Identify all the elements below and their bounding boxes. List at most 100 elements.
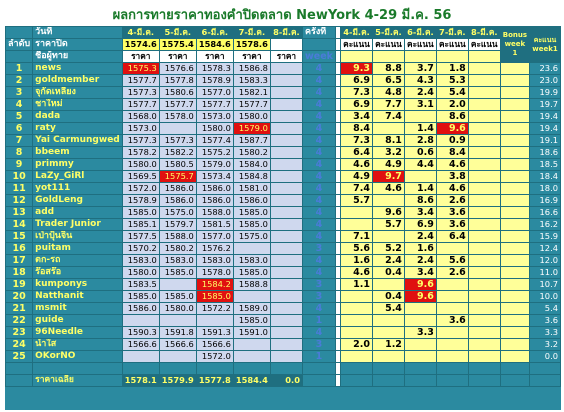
guess-price xyxy=(232,338,271,351)
score-cell: 7.7 xyxy=(371,98,405,111)
score-cell xyxy=(467,98,501,111)
guess-price xyxy=(269,122,303,135)
score-cell xyxy=(340,206,373,219)
row-index: 22 xyxy=(4,314,34,327)
row-index: 17 xyxy=(4,254,34,267)
score-cell: 0.4 xyxy=(371,290,405,303)
table-row: 13 add 1585.0 1575.0 1588.0 1585.0 4 9.6 3.4 3.6 1… xyxy=(4,206,561,219)
score-spacer xyxy=(403,50,437,63)
score-cell: 6.9 xyxy=(340,74,373,87)
score-cell xyxy=(371,278,405,291)
guess-price: 1575.3 xyxy=(121,62,160,75)
row-index: 10 xyxy=(4,170,34,183)
close-price: 1575.4 xyxy=(158,38,197,51)
guess-price: 1580.2 xyxy=(158,242,197,255)
guess-price: 1583.0 xyxy=(195,254,234,267)
table-row: 25 OKorNO 1572.0 1 0.0 xyxy=(4,350,561,363)
table-row: 19 kumponys 1583.5 1584.2 1588.8 3 1.1 9.6 10.7 xyxy=(4,278,561,291)
round-count: 3 xyxy=(301,278,336,291)
score-cell xyxy=(467,254,501,267)
close-price: 1574.6 xyxy=(121,38,160,51)
week-total: 19.1 xyxy=(529,134,561,147)
bonus-cell xyxy=(499,350,531,363)
guess-price: 1585.0 xyxy=(121,290,160,303)
round-count: 4 xyxy=(301,170,336,183)
guess-price: 1577.7 xyxy=(158,98,197,111)
bonus-cell xyxy=(499,290,531,303)
guess-price: 1573.0 xyxy=(121,122,160,135)
guess-price: 1575.0 xyxy=(158,206,197,219)
footer-spacer xyxy=(371,374,405,387)
score-cell: 5.6 xyxy=(435,254,469,267)
round-count: 4 xyxy=(301,254,336,267)
guess-price: 1578.0 xyxy=(158,110,197,123)
bonus-cell xyxy=(499,230,531,243)
guess-price xyxy=(121,350,160,363)
score-cell: 1.4 xyxy=(403,122,437,135)
guess-price: 1577.3 xyxy=(121,86,160,99)
score-cell: 3.7 xyxy=(403,62,437,75)
price-date-header: 5-มี.ค. xyxy=(158,26,197,39)
guess-price xyxy=(269,182,303,195)
spacer-cell xyxy=(121,362,160,375)
guess-price: 1585.1 xyxy=(121,218,160,231)
player-name: ตก-รถ xyxy=(32,254,123,267)
guess-price: 1577.0 xyxy=(195,230,234,243)
guess-price xyxy=(269,110,303,123)
guess-price xyxy=(269,86,303,99)
player-name: add xyxy=(32,206,123,219)
spacer-cell xyxy=(301,362,336,375)
score-cell: 5.4 xyxy=(371,302,405,315)
row-index: 19 xyxy=(4,278,34,291)
guess-price: 1585.0 xyxy=(232,266,271,279)
footer-row: ราคาเฉลี่ย 1578.1 1579.9 1577.8 1584.4 0.0 xyxy=(4,374,561,387)
row-index: 21 xyxy=(4,302,34,315)
table-row: 14 Trader Junior 1585.1 1579.7 1581.5 1585.0 4… xyxy=(4,218,561,231)
row-index: 11 xyxy=(4,182,34,195)
score-cell: 5.4 xyxy=(435,86,469,99)
score-cell: 1.6 xyxy=(403,242,437,255)
score-cell xyxy=(371,326,405,339)
row-index: 9 xyxy=(4,158,34,171)
guess-price: 1584.2 xyxy=(195,278,234,291)
score-cell xyxy=(371,350,405,363)
week-total: 18.0 xyxy=(529,182,561,195)
score-date-header: 6-มี.ค. xyxy=(403,26,437,39)
guess-price: 1580.0 xyxy=(158,302,197,315)
close-price: 1584.6 xyxy=(195,38,234,51)
score-cell: 8.4 xyxy=(435,146,469,159)
guess-price: 1577.7 xyxy=(121,98,160,111)
score-cell xyxy=(467,302,501,315)
week-total: 3.6 xyxy=(529,314,561,327)
week-total: 15.9 xyxy=(529,230,561,243)
table-row: 18 ร๊อสร๊อ 1580.0 1585.0 1578.0 1585.0 4 4.6 0.4… xyxy=(4,266,561,279)
spacer-cell xyxy=(158,362,197,375)
bonus-cell xyxy=(499,314,531,327)
guess-price: 1586.0 xyxy=(158,194,197,207)
sheet-title: ผลการทายราคาทองคำปิดตลาด NewYork 4-29 มี… xyxy=(112,8,452,23)
score-cell: 4.6 xyxy=(371,182,405,195)
guess-price xyxy=(269,218,303,231)
score-cell: 3.2 xyxy=(371,146,405,159)
score-cell xyxy=(403,314,437,327)
price-col-label: ราคา xyxy=(269,50,303,63)
spacer-cell xyxy=(195,362,234,375)
round-count: 4 xyxy=(301,266,336,279)
round-count: 3 xyxy=(301,242,336,255)
total-header: คะแนน week1 xyxy=(529,26,561,63)
guess-price: 1585.0 xyxy=(195,290,234,303)
guess-price: 1591.8 xyxy=(158,326,197,339)
score-col-label: คะแนน xyxy=(403,38,437,51)
bonus-cell xyxy=(499,302,531,315)
player-name: dada xyxy=(32,110,123,123)
table-row: 1 news 1575.3 1576.6 1578.3 1586.8 4 9.3 8.8 3.7 1… xyxy=(4,62,561,75)
spacer-cell xyxy=(340,362,373,375)
bonus-cell xyxy=(499,86,531,99)
week-total: 0.0 xyxy=(529,350,561,363)
round-count: 4 xyxy=(301,206,336,219)
score-cell: 4.6 xyxy=(435,158,469,171)
guess-price: 1570.2 xyxy=(121,242,160,255)
spacer-cell xyxy=(232,362,271,375)
score-cell: 4.8 xyxy=(371,86,405,99)
spacer-row xyxy=(4,362,561,375)
